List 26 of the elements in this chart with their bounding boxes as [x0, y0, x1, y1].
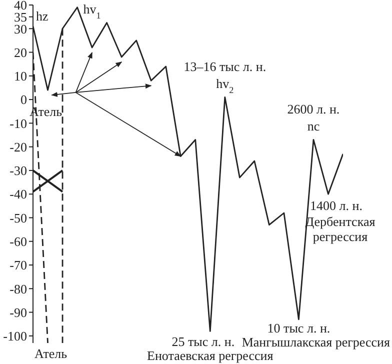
- annotation: регрессия: [312, 229, 368, 244]
- text: Енотаевская регрессия: [147, 348, 274, 364]
- y-tick-label: -20: [10, 139, 27, 154]
- y-tick-label: -80: [10, 281, 27, 296]
- y-tick-label: 10: [14, 68, 27, 84]
- y-tick-label: 0: [20, 92, 27, 108]
- annotation: 25 тыс л. н.: [172, 334, 235, 350]
- y-tick-label: -60: [10, 234, 27, 249]
- annotation: hv$_{1}$: [83, 1, 101, 20]
- y-tick-label: -90: [10, 304, 27, 320]
- y-tick-label: 20: [14, 44, 27, 60]
- y-tick-label: -40: [10, 186, 27, 202]
- text: Атель: [34, 346, 68, 361]
- y-tick-label: -50: [10, 210, 27, 226]
- annotation: hz: [36, 8, 48, 24]
- annotation: Мангышлакская регрессия: [242, 334, 390, 350]
- annotation: 10 тыс л. н.: [267, 320, 330, 336]
- annotation: 13–16 тыс л. н.: [184, 59, 266, 74]
- y-tick-label: -100: [3, 328, 27, 344]
- annotation: hv$_{2}$: [216, 76, 234, 96]
- y-tick-label: -10: [10, 116, 27, 131]
- y-tick-label: -70: [10, 258, 27, 273]
- annotation: 1400 л. н.: [310, 198, 362, 214]
- annotation: nc: [307, 118, 320, 134]
- annotation: 2600 л. н.: [287, 102, 340, 117]
- y-tick-label: -30: [10, 163, 27, 178]
